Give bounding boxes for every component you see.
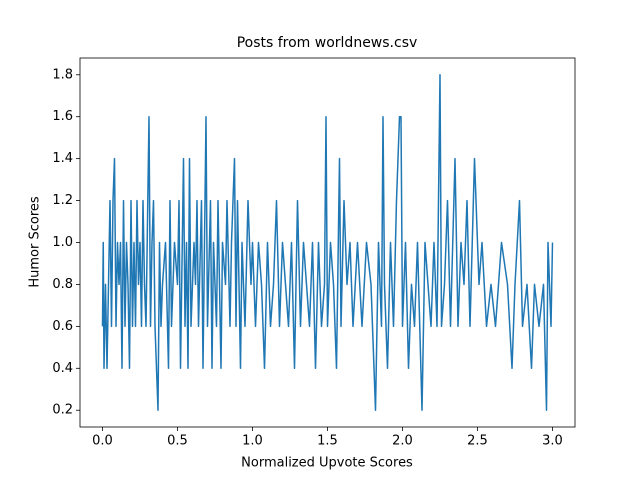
y-tick-label: 1.2: [52, 193, 73, 208]
x-tick-label: 0.0: [92, 434, 113, 449]
x-tick-label: 1.5: [317, 434, 338, 449]
y-tick-label: 1.8: [52, 67, 73, 82]
data-line: [101, 74, 554, 411]
chart-title: Posts from worldnews.csv: [237, 35, 418, 51]
y-tick-label: 1.4: [52, 151, 73, 166]
y-tick-label: 1.6: [52, 109, 73, 124]
y-tick-label: 0.6: [52, 319, 73, 334]
y-tick-label: 1.0: [52, 235, 73, 250]
x-tick-label: 3.0: [542, 434, 563, 449]
x-tick-label: 1.0: [242, 434, 263, 449]
y-tick-label: 0.8: [52, 277, 73, 292]
y-axis-label: Humor Scores: [28, 196, 43, 288]
y-tick-label: 0.2: [52, 403, 73, 418]
x-tick-label: 2.5: [467, 434, 488, 449]
x-tick-label: 2.0: [392, 434, 413, 449]
y-tick-label: 0.4: [52, 361, 73, 376]
plot-frame: [79, 57, 576, 428]
x-tick-label: 0.5: [167, 434, 188, 449]
x-axis-label: Normalized Upvote Scores: [241, 456, 413, 471]
